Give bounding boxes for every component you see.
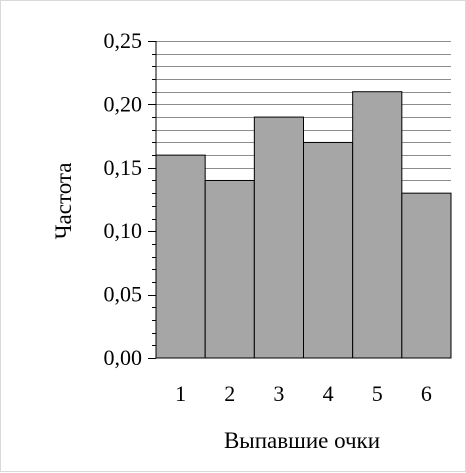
y-tick-label: 0,05 xyxy=(104,282,143,307)
x-axis-title: Выпавшие очки xyxy=(224,428,380,453)
bar-1 xyxy=(155,154,206,359)
x-tick-label: 3 xyxy=(273,381,284,406)
x-tick-label: 2 xyxy=(224,381,235,406)
bar-2 xyxy=(204,179,255,359)
x-tick-label: 5 xyxy=(372,381,383,406)
bar-3 xyxy=(253,116,304,359)
bars xyxy=(155,91,452,359)
y-tick-label: 0,20 xyxy=(104,91,143,116)
y-tick-label: 0,25 xyxy=(104,28,143,53)
x-tick-labels: 1 2 3 4 5 6 xyxy=(175,381,432,406)
bar-6 xyxy=(401,192,452,359)
y-tick-labels: 0,00 0,05 0,10 0,15 0,20 0,25 xyxy=(104,28,143,370)
bar-4 xyxy=(303,141,354,359)
x-tick-label: 4 xyxy=(323,381,334,406)
x-tick-label: 6 xyxy=(421,381,432,406)
bar-5 xyxy=(352,91,403,359)
y-tick-label: 0,15 xyxy=(104,155,143,180)
y-tick-marks xyxy=(148,41,156,359)
y-tick-label: 0,10 xyxy=(104,218,143,243)
axes xyxy=(155,41,451,359)
x-tick-label: 1 xyxy=(175,381,186,406)
y-tick-label: 0,00 xyxy=(104,345,143,370)
y-axis-title: Частота xyxy=(51,163,76,240)
